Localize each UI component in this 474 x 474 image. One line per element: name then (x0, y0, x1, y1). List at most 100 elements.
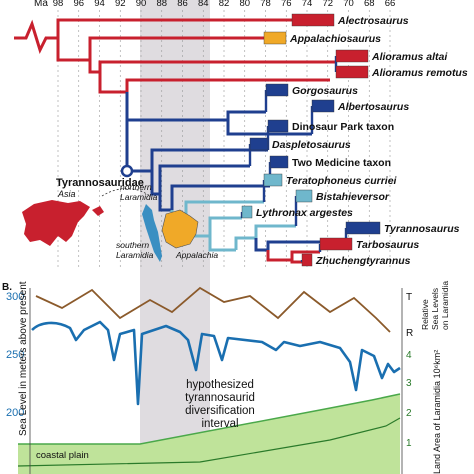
taxon-label: Tarbosaurus (356, 239, 419, 251)
taxon-bar (249, 137, 269, 151)
hyp-line-2: tyrannosaurid (185, 392, 255, 404)
taxon-label: Dinosaur Park taxon (292, 121, 394, 133)
taxon-label: Appalachiosaurus (289, 33, 381, 45)
taxon-label: Tyrannosaurus (384, 223, 460, 235)
timescale-tick-label: 80 (239, 0, 250, 9)
timescale-tick-label: 92 (115, 0, 126, 9)
tree-branch (158, 164, 250, 194)
relative-sea-level-label: Relative Sea Levels on Laramidia (420, 281, 450, 330)
taxon-labels: Alectrosaurus Appalachiosaurus Alioramus a… (256, 15, 468, 267)
taxon-bar (311, 99, 335, 113)
taxon-bar (269, 155, 289, 169)
tree-branch (170, 184, 270, 210)
tree-root (14, 19, 58, 55)
taxon-bar (291, 13, 335, 27)
taxon-bar (319, 237, 353, 251)
asia-label: Asia (57, 189, 76, 199)
tree-branch (290, 260, 302, 264)
taxon-label: Teratophoneus curriei (286, 175, 398, 187)
asia-landmass (22, 200, 90, 246)
taxon-label: Two Medicine taxon (292, 157, 391, 169)
taxon-label: Lythronax argestes (256, 207, 353, 219)
hyp-line-3: diversification (185, 405, 255, 417)
taxon-bar (263, 173, 283, 187)
tree-branch (226, 120, 312, 136)
land-area-lower-line (17, 417, 401, 467)
timescale-tick-label: 76 (281, 0, 292, 9)
taxon-label: Zhuchengtyrannus (315, 255, 411, 267)
right-tick-4: 4 (406, 350, 412, 361)
taxon-label: Alioramus altai (371, 51, 448, 63)
taxon-bar (267, 119, 289, 133)
tree-branch (290, 250, 320, 260)
left-axis-label: Sea Level in meters above present (18, 281, 29, 436)
rsl-line3: on Laramidia (440, 281, 450, 330)
southern-label-line2: Laramidia (116, 250, 154, 260)
tree-branch (158, 194, 172, 212)
right-tick-1: 1 (406, 438, 412, 449)
southern-laramidia-label: southern Laramidia (116, 240, 154, 260)
timescale-tick-label: 68 (364, 0, 375, 9)
hyp-line-1: hypothesized (186, 379, 254, 391)
northern-laramidia-label: northern Laramidia (120, 182, 158, 202)
right-tick-2: 2 (406, 408, 412, 419)
taxon-bar (335, 49, 369, 63)
northern-label-line1: northern (120, 182, 152, 192)
tree-branch (88, 60, 100, 74)
tree-branch (208, 216, 242, 236)
timescale-tick-label: 94 (94, 0, 105, 9)
timescale-tick-label: 72 (322, 0, 333, 9)
taxon-bar (345, 221, 381, 235)
sea-level-curve (31, 320, 401, 406)
tyrannosauridae-node (120, 164, 134, 178)
timescale-tick-label: 86 (177, 0, 188, 9)
panel-b-letter: B. (2, 282, 12, 293)
relative-sea-level-line (35, 286, 391, 333)
taxon-range-bars (241, 13, 381, 267)
taxon-label: Alectrosaurus (337, 15, 409, 27)
tree-branch (56, 18, 292, 38)
timescale-tick-label: 82 (219, 0, 230, 9)
tree-branch (266, 250, 292, 262)
northern-label-line2: Laramidia (120, 192, 158, 202)
taxon-bar (301, 253, 313, 267)
taxon-bar (263, 31, 287, 45)
taxon-label: Bistahieversor (316, 191, 390, 203)
panel-b-plot: 300 250 200 Sea Level in meters above pr… (6, 281, 450, 474)
right-tick-T: T (406, 292, 412, 303)
rsl-line2: Sea Levels (430, 288, 440, 330)
left-tick-200: 200 (6, 407, 24, 419)
tree-branch (125, 78, 302, 92)
timescale-tick-label: 88 (156, 0, 167, 9)
land-area-line (18, 393, 401, 445)
tree-branch (254, 238, 268, 252)
taxon-bar (265, 83, 289, 97)
timescale-tick-label: 70 (343, 0, 354, 9)
timescale-unit: Ma (34, 0, 48, 9)
timescale-tick-label: 96 (73, 0, 84, 9)
taxon-bar (241, 205, 253, 219)
tree-branch (56, 38, 90, 62)
tree-branch (98, 60, 336, 72)
appalachia-landmass (161, 209, 199, 249)
timescale-tick-label: 74 (302, 0, 313, 9)
tree-branch (88, 36, 264, 60)
taxon-label: Alioramus remotus (371, 67, 468, 79)
taxon-bar (335, 65, 369, 79)
tree-branch (125, 118, 228, 171)
rsl-line1: Relative (420, 299, 430, 330)
tree-branch (98, 72, 127, 94)
laramidia-landmass (142, 204, 162, 262)
taxon-bar (295, 189, 313, 203)
timescale-tick-label: 78 (260, 0, 271, 9)
timescale-tick-label: 90 (136, 0, 147, 9)
timescale-tick-label: 84 (198, 0, 209, 9)
timescale-tick-label: 98 (53, 0, 64, 9)
coastal-plain-label: coastal plain (36, 450, 89, 461)
right-tick-R: R (406, 328, 413, 339)
asia-island (92, 206, 104, 216)
tree-branch (150, 171, 160, 196)
left-tick-250: 250 (6, 349, 24, 361)
taxon-label: Albertosaurus (337, 101, 409, 113)
